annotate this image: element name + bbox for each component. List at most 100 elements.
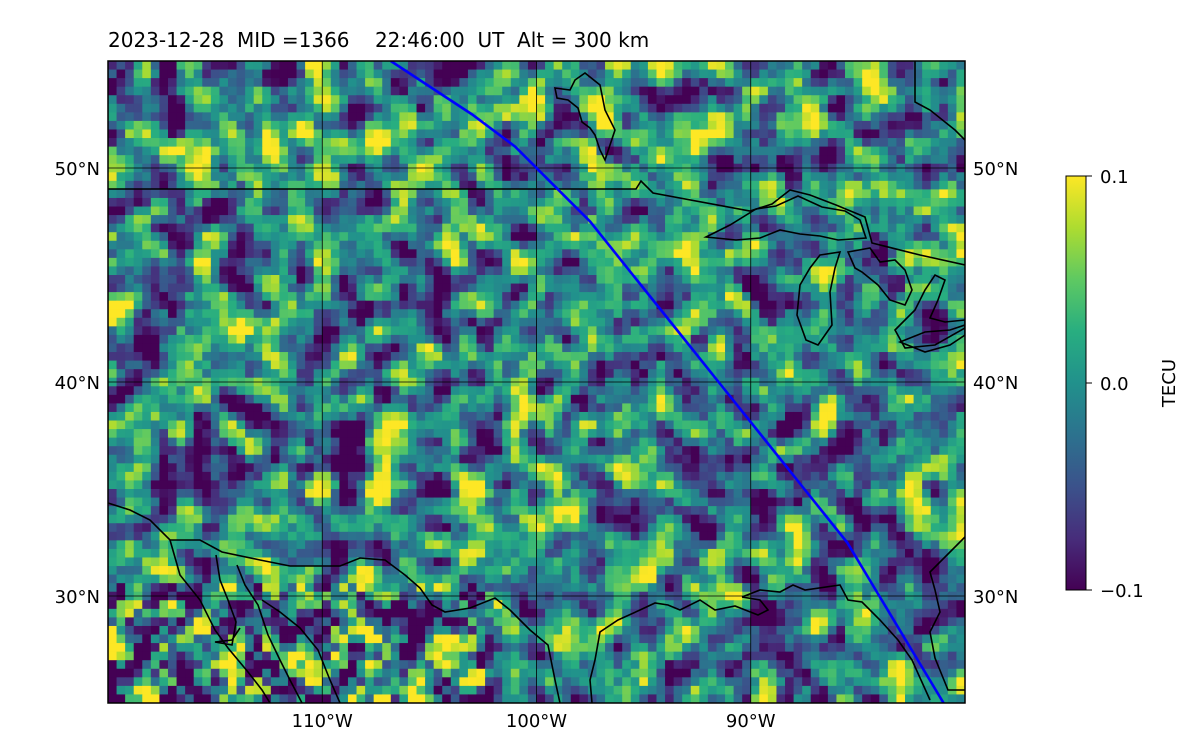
tec-cell — [279, 215, 289, 225]
tec-cell — [742, 155, 752, 165]
tec-cell — [467, 172, 478, 182]
tec-cell — [433, 112, 443, 122]
tec-cell — [579, 326, 589, 336]
tec-cell — [896, 172, 906, 182]
tec-cell — [836, 223, 846, 233]
tec-cell — [870, 112, 880, 122]
tec-cell — [365, 257, 375, 268]
tec-cell — [142, 61, 152, 71]
tec-cell — [785, 180, 795, 190]
tec-cell — [793, 437, 803, 447]
tec-cell — [176, 172, 186, 182]
tec-cell — [133, 78, 143, 88]
tec-cell — [956, 232, 965, 242]
tec-cell — [553, 223, 563, 233]
tec-cell — [356, 275, 366, 285]
tec-cell — [665, 266, 675, 276]
tec-cell — [922, 95, 932, 105]
tec-cell — [305, 403, 315, 413]
tec-cell — [810, 394, 820, 404]
tec-cell — [553, 334, 563, 345]
tec-cell — [896, 69, 906, 79]
tec-cell — [305, 86, 315, 96]
tec-cell — [476, 61, 486, 71]
tec-cell — [287, 403, 298, 413]
tec-cell — [562, 463, 572, 473]
tec-cell — [125, 300, 135, 310]
tec-cell — [836, 112, 846, 122]
tec-cell — [622, 146, 632, 156]
tec-cell — [750, 326, 760, 336]
tec-cell — [442, 283, 452, 293]
tec-cell — [185, 240, 195, 250]
tec-cell — [510, 223, 520, 233]
tec-cell — [622, 292, 632, 302]
tec-cell — [639, 86, 649, 96]
tec-cell — [305, 446, 315, 456]
tec-cell — [785, 189, 795, 199]
tec-cell — [159, 61, 169, 71]
tec-cell — [510, 120, 520, 131]
tec-cell — [725, 86, 735, 96]
tec-cell — [587, 275, 598, 285]
tec-cell — [699, 249, 709, 259]
tec-cell — [279, 369, 289, 379]
tec-cell — [519, 446, 529, 456]
tec-cell — [639, 463, 649, 473]
tec-cell — [673, 95, 683, 105]
tec-cell — [339, 69, 349, 79]
tec-cell — [519, 352, 529, 362]
tec-cell — [613, 360, 623, 370]
tec-cell — [125, 180, 135, 190]
tec-cell — [939, 463, 949, 473]
tec-cell — [939, 86, 949, 96]
tec-cell — [219, 403, 229, 413]
tec-cell — [647, 471, 658, 482]
tec-cell — [399, 275, 409, 285]
tec-cell — [485, 386, 495, 396]
tec-cell — [579, 454, 589, 464]
tec-cell — [596, 446, 606, 456]
tec-cell — [827, 257, 838, 268]
tec-cell — [536, 112, 546, 122]
tec-cell — [227, 471, 238, 482]
tec-cell — [810, 275, 820, 285]
tec-cell — [270, 215, 280, 225]
tec-cell — [262, 129, 272, 139]
tec-cell — [339, 215, 349, 225]
tec-cell — [862, 120, 872, 131]
tec-cell — [545, 180, 555, 190]
tec-cell — [579, 78, 589, 88]
tec-cell — [519, 146, 529, 156]
tec-cell — [639, 172, 649, 182]
tec-cell — [733, 266, 743, 276]
tec-cell — [159, 189, 169, 199]
tec-cell — [647, 454, 658, 464]
tec-cell — [476, 326, 486, 336]
tec-cell — [845, 95, 855, 105]
tec-cell — [425, 266, 435, 276]
tec-cell — [716, 411, 726, 422]
tec-cell — [330, 394, 340, 404]
tec-cell — [262, 480, 272, 490]
tec-cell — [450, 197, 460, 208]
tec-cell — [142, 480, 152, 490]
tec-cell — [947, 69, 958, 79]
tec-cell — [253, 223, 263, 233]
tec-cell — [896, 206, 906, 216]
tec-cell — [262, 369, 272, 379]
tec-cell — [905, 386, 915, 396]
tec-cell — [733, 138, 743, 148]
tec-cell — [433, 403, 443, 413]
tec-cell — [707, 463, 718, 473]
tec-cell — [905, 326, 915, 336]
tec-cell — [613, 61, 623, 71]
tec-cell — [785, 420, 795, 430]
tec-cell — [750, 360, 760, 370]
tec-cell — [810, 129, 820, 139]
tec-cell — [776, 189, 786, 199]
tec-cell — [219, 138, 229, 148]
tec-cell — [673, 300, 683, 310]
tec-cell — [913, 471, 923, 482]
tec-cell — [116, 317, 126, 327]
